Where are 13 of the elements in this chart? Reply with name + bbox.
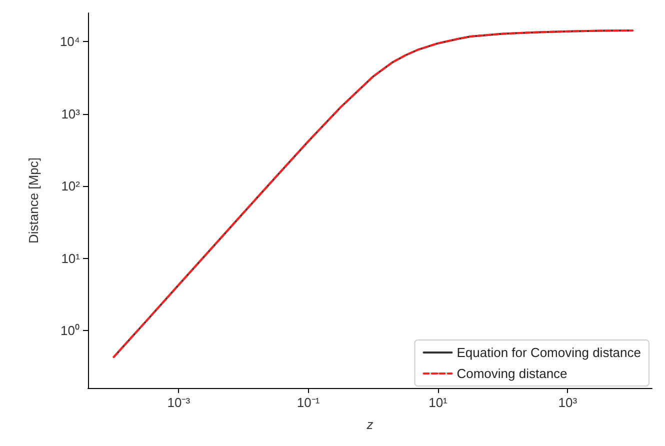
x-tick-label: 10⁻¹ (296, 395, 320, 410)
y-tick-label: 10¹ (61, 250, 81, 266)
y-tick-label: 10⁴ (60, 34, 80, 50)
legend-label: Equation for Comoving distance (456, 345, 642, 360)
x-tick-label: 10¹ (428, 395, 448, 410)
x-tick-label: 10⁻³ (167, 395, 191, 410)
x-axis-title: z (366, 417, 374, 432)
x-tick-label: 10³ (558, 395, 578, 410)
y-tick-label: 10² (61, 178, 81, 194)
y-tick-label: 10⁰ (60, 323, 80, 338)
y-axis-title: Distance [Mpc] (26, 158, 41, 244)
y-tick-label: 10³ (61, 106, 81, 122)
legend-label: Comoving distance (456, 366, 568, 381)
